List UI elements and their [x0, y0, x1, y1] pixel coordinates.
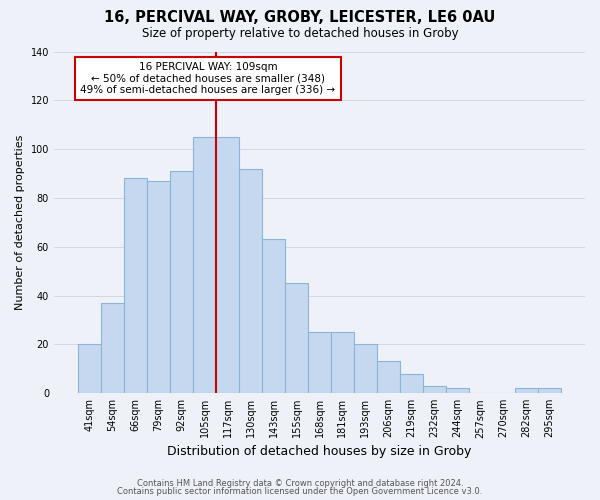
Text: Size of property relative to detached houses in Groby: Size of property relative to detached ho… — [142, 28, 458, 40]
Bar — [515, 388, 538, 393]
Bar — [331, 332, 354, 393]
Bar — [285, 284, 308, 393]
Bar — [354, 344, 377, 393]
Bar — [423, 386, 446, 393]
Bar — [124, 178, 147, 393]
Bar — [239, 168, 262, 393]
Bar — [101, 303, 124, 393]
Text: 16 PERCIVAL WAY: 109sqm
← 50% of detached houses are smaller (348)
49% of semi-d: 16 PERCIVAL WAY: 109sqm ← 50% of detache… — [80, 62, 335, 95]
Bar — [170, 171, 193, 393]
X-axis label: Distribution of detached houses by size in Groby: Distribution of detached houses by size … — [167, 444, 472, 458]
Bar — [78, 344, 101, 393]
Y-axis label: Number of detached properties: Number of detached properties — [15, 134, 25, 310]
Text: 16, PERCIVAL WAY, GROBY, LEICESTER, LE6 0AU: 16, PERCIVAL WAY, GROBY, LEICESTER, LE6 … — [104, 10, 496, 25]
Bar — [538, 388, 561, 393]
Bar — [262, 240, 285, 393]
Bar — [308, 332, 331, 393]
Bar — [377, 362, 400, 393]
Bar — [216, 137, 239, 393]
Bar — [147, 181, 170, 393]
Bar — [446, 388, 469, 393]
Text: Contains public sector information licensed under the Open Government Licence v3: Contains public sector information licen… — [118, 487, 482, 496]
Bar — [400, 374, 423, 393]
Bar — [193, 137, 216, 393]
Text: Contains HM Land Registry data © Crown copyright and database right 2024.: Contains HM Land Registry data © Crown c… — [137, 478, 463, 488]
